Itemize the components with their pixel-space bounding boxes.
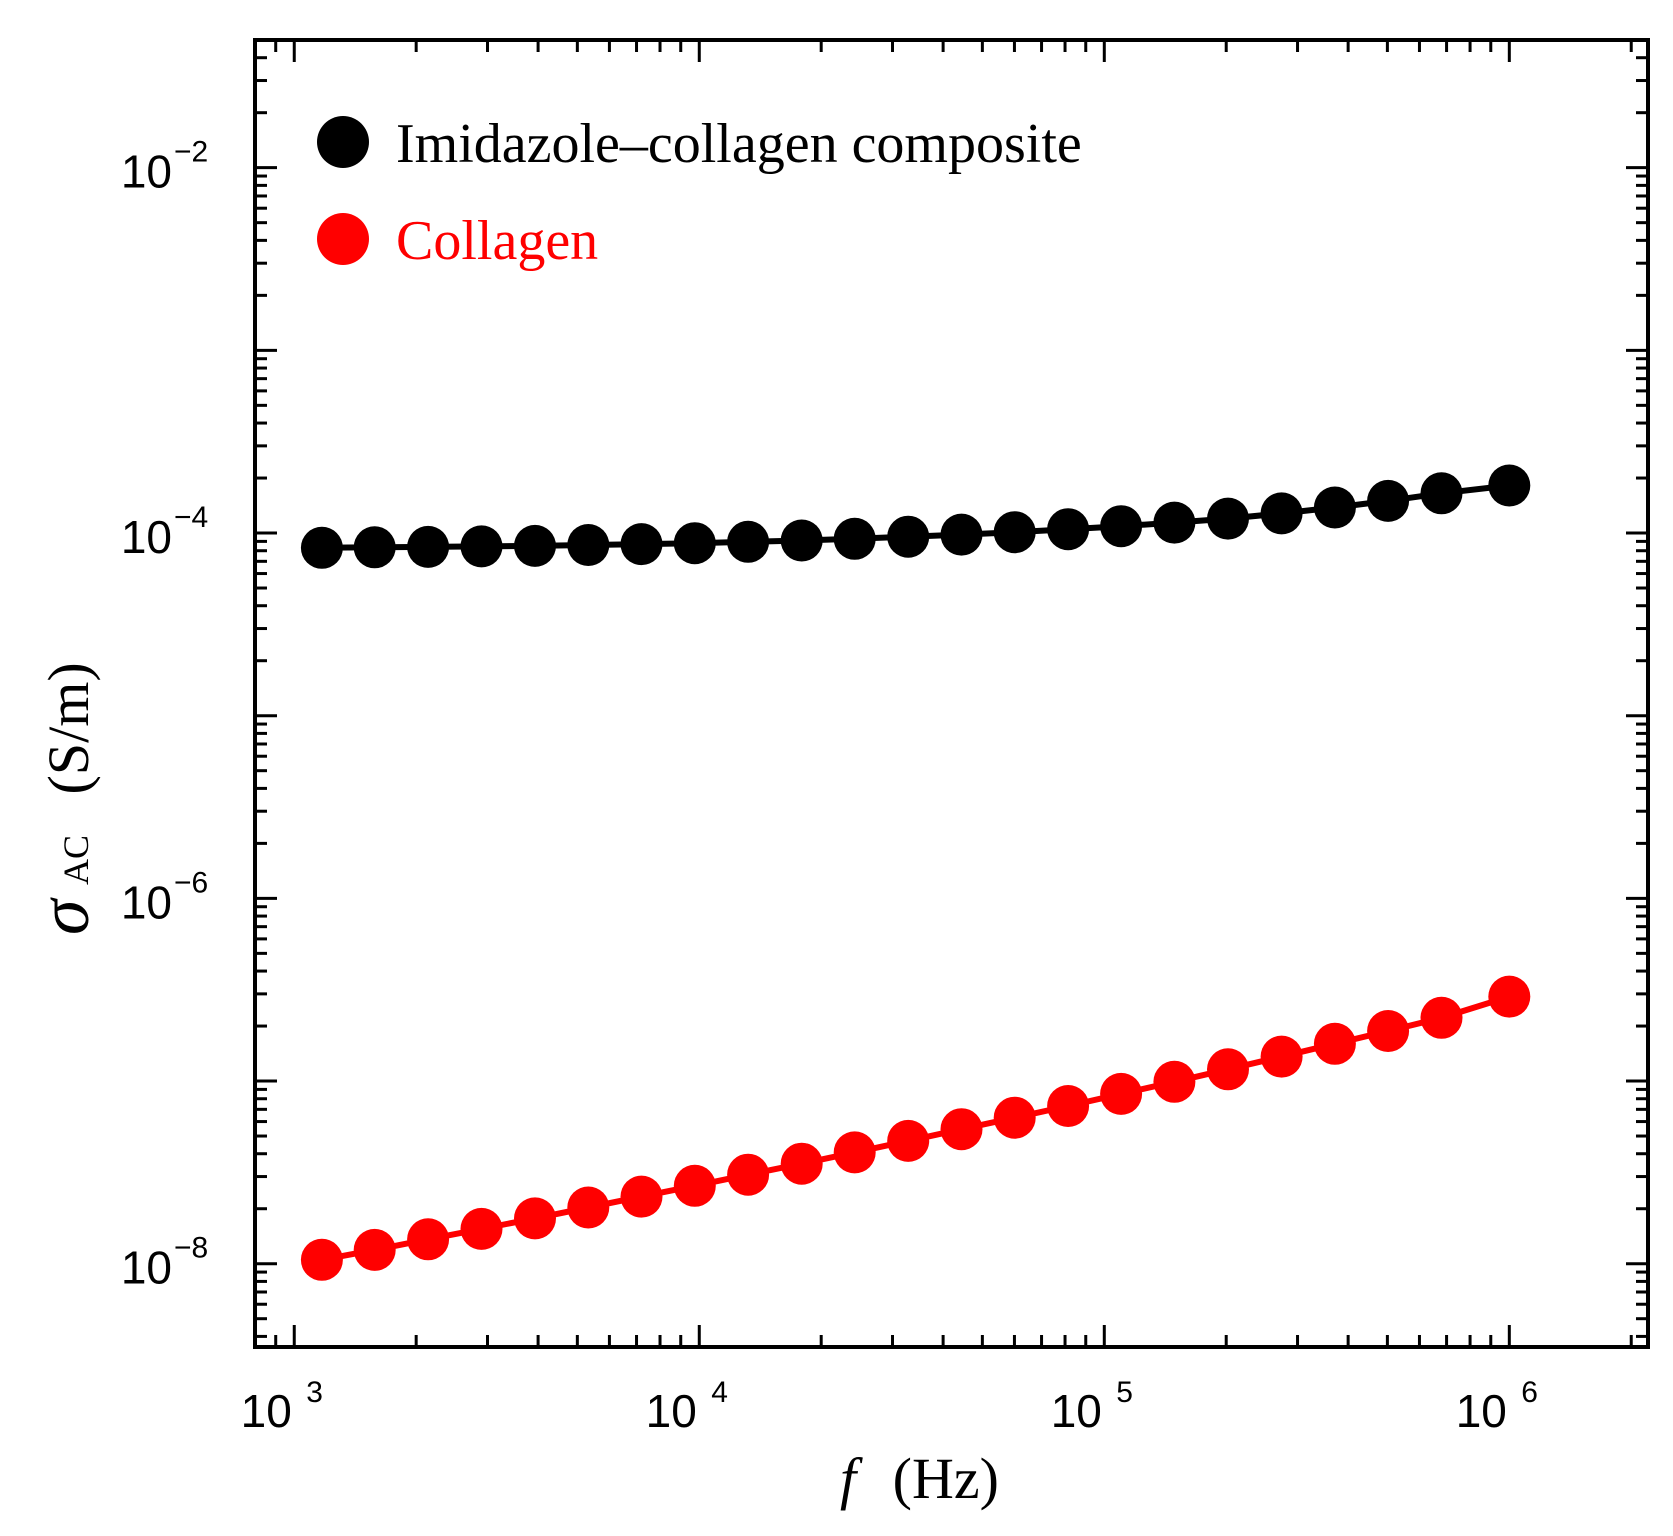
data-point-s1-10 bbox=[833, 1131, 876, 1174]
data-point-s1-1 bbox=[353, 1228, 396, 1271]
y-tick-label-exp-3: −2 bbox=[174, 136, 208, 169]
plot-frame bbox=[253, 38, 1650, 1349]
y-tick-label-exp-0: −8 bbox=[174, 1232, 208, 1265]
data-point-s0-12 bbox=[940, 513, 983, 556]
data-point-s1-18 bbox=[1260, 1035, 1303, 1078]
data-point-s0-13 bbox=[993, 511, 1036, 554]
data-point-s0-11 bbox=[887, 515, 930, 558]
y-tick-label-exp-1: −6 bbox=[174, 866, 208, 899]
data-point-s0-15 bbox=[1100, 505, 1143, 548]
data-point-s1-5 bbox=[567, 1186, 610, 1229]
data-point-s0-1 bbox=[353, 526, 396, 569]
y-tick-label-base-3: 10 bbox=[121, 146, 172, 198]
data-point-s0-20 bbox=[1367, 479, 1410, 522]
legend-marker-imidazole-collagen bbox=[317, 116, 369, 168]
x-tick-label-exp-1: 4 bbox=[711, 1376, 728, 1409]
legend-label-collagen: Collagen bbox=[396, 210, 598, 272]
data-point-s1-13 bbox=[993, 1096, 1036, 1139]
x-axis-variable: f bbox=[840, 1446, 863, 1511]
legend-label-imidazole-collagen: Imidazole–collagen composite bbox=[396, 113, 1082, 175]
tick-labels: 10 3 10 4 10 5 10 610 −810 −610 −410 −2 bbox=[121, 136, 1538, 1437]
y-axis-subscript: AC bbox=[56, 835, 96, 885]
data-point-s0-5 bbox=[567, 524, 610, 566]
data-point-s0-0 bbox=[300, 526, 343, 569]
data-point-s1-22 bbox=[1488, 975, 1531, 1018]
data-point-s0-21 bbox=[1420, 472, 1463, 515]
data-point-s1-8 bbox=[727, 1153, 770, 1196]
data-point-s0-2 bbox=[407, 525, 450, 568]
data-point-s0-8 bbox=[727, 520, 770, 563]
y-tick-label-base-0: 10 bbox=[121, 1242, 172, 1294]
data-point-s1-6 bbox=[620, 1175, 663, 1218]
data-point-s0-3 bbox=[460, 525, 503, 568]
data-point-s1-12 bbox=[940, 1108, 983, 1151]
data-point-s0-4 bbox=[514, 524, 556, 567]
y-axis-symbol: σ bbox=[24, 897, 104, 935]
data-point-s1-15 bbox=[1100, 1072, 1143, 1115]
data-point-s1-11 bbox=[887, 1119, 930, 1162]
data-point-s1-9 bbox=[780, 1142, 823, 1185]
x-tick-label-base-3: 10 bbox=[1456, 1385, 1507, 1437]
legend: Imidazole–collagen composite Collagen bbox=[317, 113, 1082, 272]
data-point-s1-17 bbox=[1207, 1048, 1249, 1091]
data-point-s0-18 bbox=[1260, 492, 1303, 535]
x-tick-label-base-2: 10 bbox=[1051, 1385, 1102, 1437]
x-tick-label-base-0: 10 bbox=[241, 1385, 292, 1437]
data-point-s0-19 bbox=[1313, 486, 1356, 529]
legend-marker-collagen bbox=[317, 213, 369, 265]
y-tick-label-base-1: 10 bbox=[121, 876, 172, 928]
y-axis-title: σ AC (S/m) bbox=[24, 662, 104, 935]
y-tick-label-base-2: 10 bbox=[121, 511, 172, 563]
data-point-s1-21 bbox=[1420, 996, 1463, 1039]
x-tick-label-exp-2: 5 bbox=[1116, 1376, 1133, 1409]
x-axis-unit: (Hz) bbox=[893, 1446, 999, 1511]
data-point-s0-10 bbox=[833, 517, 876, 560]
data-point-s0-6 bbox=[620, 523, 663, 566]
data-point-s0-22 bbox=[1488, 464, 1531, 507]
data-point-s1-16 bbox=[1153, 1060, 1196, 1103]
y-tick-label-exp-2: −4 bbox=[174, 501, 208, 534]
data-points bbox=[300, 464, 1531, 1281]
axis-ticks bbox=[253, 38, 1648, 1347]
data-point-s1-0 bbox=[300, 1238, 343, 1281]
data-point-s1-2 bbox=[407, 1218, 450, 1261]
x-axis-title: f (Hz) bbox=[840, 1446, 999, 1511]
x-tick-label-exp-0: 3 bbox=[306, 1376, 323, 1409]
data-point-s1-4 bbox=[514, 1197, 556, 1240]
x-tick-label-exp-3: 6 bbox=[1521, 1376, 1538, 1409]
x-tick-label-base-1: 10 bbox=[646, 1385, 697, 1437]
data-point-s0-14 bbox=[1047, 508, 1090, 551]
data-point-s1-14 bbox=[1047, 1085, 1090, 1127]
data-point-s0-17 bbox=[1207, 497, 1249, 540]
data-point-s0-7 bbox=[673, 522, 716, 565]
data-point-s1-20 bbox=[1367, 1010, 1410, 1052]
data-point-s1-3 bbox=[460, 1207, 503, 1250]
data-point-s1-7 bbox=[673, 1164, 716, 1207]
data-point-s0-16 bbox=[1153, 501, 1196, 544]
data-point-s0-9 bbox=[780, 519, 823, 562]
data-point-s1-19 bbox=[1313, 1022, 1356, 1065]
y-axis-unit: (S/m) bbox=[36, 662, 101, 794]
